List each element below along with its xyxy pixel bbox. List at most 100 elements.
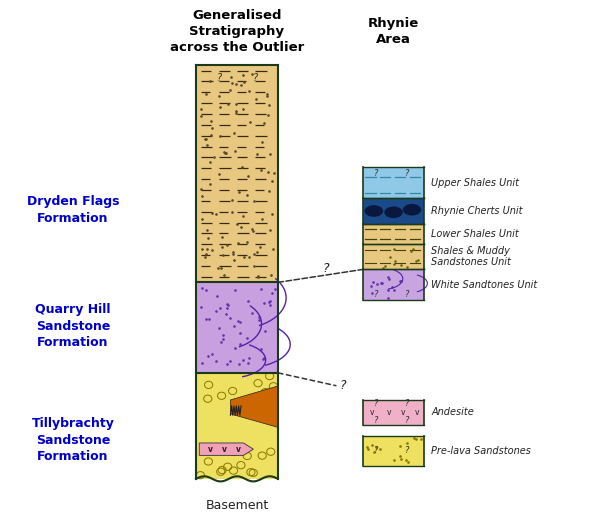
Point: [411, 435, 421, 444]
Point: [229, 322, 239, 330]
Point: [215, 132, 225, 140]
Point: [197, 192, 207, 200]
Point: [384, 272, 393, 281]
Point: [395, 277, 405, 285]
Text: Rhynie Cherts Unit: Rhynie Cherts Unit: [431, 206, 523, 216]
Point: [265, 187, 274, 195]
Point: [381, 262, 390, 270]
Point: [256, 345, 265, 354]
Text: Quarry Hill
Sandstone
Formation: Quarry Hill Sandstone Formation: [35, 303, 111, 349]
Point: [233, 238, 243, 247]
Text: Generalised
Stratigraphy
across the Outlier: Generalised Stratigraphy across the Outl…: [170, 9, 304, 54]
Point: [207, 209, 216, 217]
Point: [252, 248, 261, 256]
Point: [236, 81, 246, 89]
Point: [239, 212, 248, 220]
Text: ?: ?: [374, 416, 379, 425]
Point: [257, 215, 267, 224]
Point: [411, 257, 421, 266]
Point: [256, 286, 265, 294]
Bar: [196, 373, 278, 479]
Point: [232, 220, 242, 229]
Text: ?: ?: [405, 169, 410, 178]
Point: [234, 360, 243, 368]
Bar: [196, 65, 278, 282]
Bar: [363, 400, 424, 425]
Point: [270, 285, 280, 293]
Point: [259, 119, 269, 127]
Point: [368, 278, 378, 287]
Point: [213, 292, 222, 300]
Point: [265, 301, 274, 309]
Point: [231, 100, 241, 108]
Point: [219, 147, 229, 156]
Point: [262, 92, 272, 100]
Point: [202, 245, 212, 253]
Point: [265, 150, 275, 158]
Point: [205, 179, 215, 188]
Text: v: v: [415, 407, 419, 417]
Point: [219, 270, 229, 279]
Point: [223, 300, 232, 308]
Point: [242, 237, 252, 246]
Point: [395, 441, 405, 450]
Point: [254, 272, 263, 281]
Point: [375, 445, 385, 453]
Point: [235, 329, 244, 337]
Point: [200, 135, 210, 143]
Point: [244, 354, 254, 362]
Point: [227, 79, 236, 87]
Point: [401, 456, 411, 464]
Point: [229, 256, 239, 264]
Point: [259, 299, 269, 307]
Point: [235, 318, 245, 326]
Point: [225, 86, 235, 95]
Point: [254, 313, 264, 322]
Point: [389, 456, 398, 464]
Point: [207, 349, 217, 358]
Point: [218, 251, 228, 259]
Point: [378, 279, 387, 287]
Text: ?: ?: [374, 290, 379, 299]
Point: [196, 303, 206, 311]
Point: [242, 191, 251, 200]
Point: [217, 243, 226, 252]
Point: [368, 288, 377, 297]
Point: [211, 357, 220, 365]
Point: [201, 90, 210, 98]
Point: [226, 73, 235, 82]
Point: [372, 279, 382, 288]
Point: [204, 315, 213, 323]
Point: [232, 79, 241, 88]
Point: [234, 188, 243, 197]
Ellipse shape: [365, 205, 383, 217]
Point: [201, 286, 210, 294]
Point: [387, 283, 397, 291]
Point: [254, 315, 264, 324]
Point: [367, 441, 376, 449]
Point: [385, 275, 394, 283]
Text: Lower Shales Unit: Lower Shales Unit: [431, 229, 519, 239]
Point: [363, 445, 372, 453]
Point: [390, 257, 400, 265]
Point: [238, 71, 248, 79]
Point: [236, 223, 246, 231]
Point: [264, 298, 273, 306]
Point: [203, 234, 213, 242]
Point: [245, 118, 255, 126]
Point: [247, 309, 256, 317]
Point: [223, 300, 233, 309]
Point: [197, 215, 207, 223]
Point: [230, 147, 240, 155]
Point: [403, 458, 413, 466]
Text: Pre-lava Sandstones: Pre-lava Sandstones: [431, 446, 531, 456]
Point: [239, 253, 248, 262]
Point: [201, 135, 210, 144]
Point: [243, 297, 252, 305]
Point: [216, 264, 226, 272]
Point: [265, 226, 275, 235]
Point: [222, 304, 232, 312]
Point: [378, 264, 388, 272]
Point: [207, 124, 217, 132]
Text: v: v: [222, 445, 227, 453]
